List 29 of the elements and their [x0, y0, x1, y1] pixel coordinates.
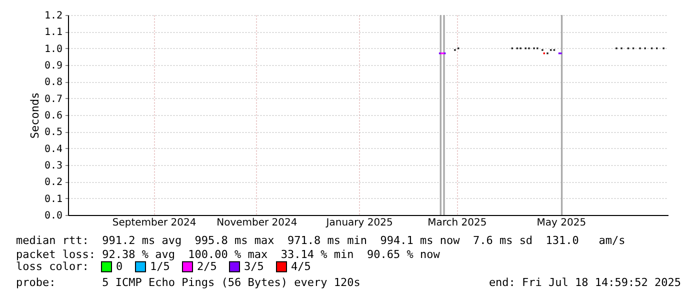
- y-tick-label: 0.3: [44, 160, 62, 172]
- y-tick-label: 0.2: [44, 177, 62, 188]
- legend-label: 0: [116, 260, 123, 273]
- legend-label: 1/5: [150, 260, 170, 273]
- y-tick-label: 0.0: [44, 210, 62, 222]
- legend-title: loss color:: [16, 260, 89, 273]
- y-tick-label: 1.0: [44, 44, 62, 55]
- y-tick-label: 0.4: [44, 144, 62, 155]
- x-tick-label: September 2024: [112, 218, 196, 228]
- y-axis-title: Seconds: [28, 92, 42, 139]
- y-tick-label: 0.1: [44, 194, 62, 205]
- x-tick-label: November 2024: [216, 218, 298, 228]
- text: end: Fri Jul 18 14:59:52 2025: [488, 276, 681, 289]
- y-tick-label: 1.2: [44, 10, 62, 22]
- y-tick-label: 0.6: [44, 110, 62, 122]
- legend-label: 4/5: [291, 260, 311, 273]
- legend-label: 3/5: [244, 260, 264, 273]
- text: packet loss: 92.38 % avg 100.00 % max 33.14 % min 90.65 % now: [16, 248, 440, 261]
- legend-label: 2/5: [197, 260, 217, 273]
- x-tick-label: May 2025: [536, 218, 586, 228]
- y-tick-label: 0.9: [44, 60, 62, 72]
- text: probe: 5 ICMP Echo Pings (56 Bytes) every 120s: [16, 276, 360, 289]
- x-tick-label: January 2025: [325, 218, 393, 228]
- y-tick-label: 0.5: [44, 127, 62, 138]
- y-tick-label: 1.1: [44, 27, 62, 38]
- text: median rtt: 991.2 ms avg 995.8 ms max 971.8 ms min 994.1 ms now 7.6 ms sd 131.0 am/s: [16, 234, 626, 247]
- x-tick-label: March 2025: [428, 218, 487, 228]
- y-tick-label: 0.8: [44, 77, 62, 88]
- y-tick-label: 0.7: [44, 94, 62, 105]
